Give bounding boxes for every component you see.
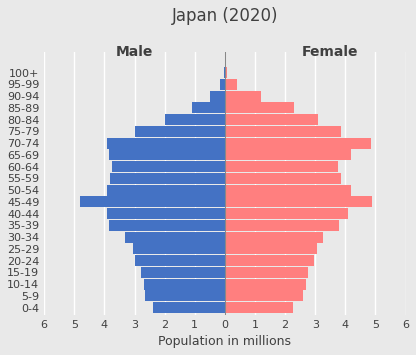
Bar	[225, 102, 294, 114]
Bar	[133, 243, 225, 255]
Bar	[225, 231, 323, 243]
Bar	[80, 196, 225, 207]
Bar	[225, 67, 227, 78]
Bar	[225, 220, 339, 231]
Bar	[144, 279, 225, 290]
Bar	[210, 91, 225, 102]
Text: Female: Female	[302, 45, 359, 59]
X-axis label: Population in millions: Population in millions	[158, 335, 291, 348]
Bar	[224, 67, 225, 78]
Bar	[225, 185, 352, 196]
Bar	[112, 161, 225, 172]
Bar	[107, 137, 225, 149]
Bar	[165, 114, 225, 125]
Text: Male: Male	[116, 45, 153, 59]
Bar	[134, 255, 225, 266]
Bar	[225, 208, 348, 219]
Bar	[225, 161, 338, 172]
Bar	[141, 267, 225, 278]
Bar	[225, 137, 371, 149]
Bar	[134, 126, 225, 137]
Bar	[109, 220, 225, 231]
Bar	[225, 196, 372, 207]
Bar	[225, 279, 306, 290]
Title: Japan (2020): Japan (2020)	[172, 7, 278, 25]
Bar	[225, 290, 303, 301]
Bar	[110, 173, 225, 184]
Bar	[107, 185, 225, 196]
Bar	[225, 126, 341, 137]
Bar	[225, 243, 317, 255]
Bar	[225, 267, 308, 278]
Bar	[109, 149, 225, 160]
Bar	[225, 255, 314, 266]
Bar	[107, 208, 225, 219]
Bar	[225, 91, 261, 102]
Bar	[225, 114, 318, 125]
Bar	[225, 149, 352, 160]
Bar	[225, 79, 237, 90]
Bar	[220, 79, 225, 90]
Bar	[126, 231, 225, 243]
Bar	[192, 102, 225, 114]
Bar	[225, 173, 341, 184]
Bar	[153, 302, 225, 313]
Bar	[225, 302, 292, 313]
Bar	[145, 290, 225, 301]
